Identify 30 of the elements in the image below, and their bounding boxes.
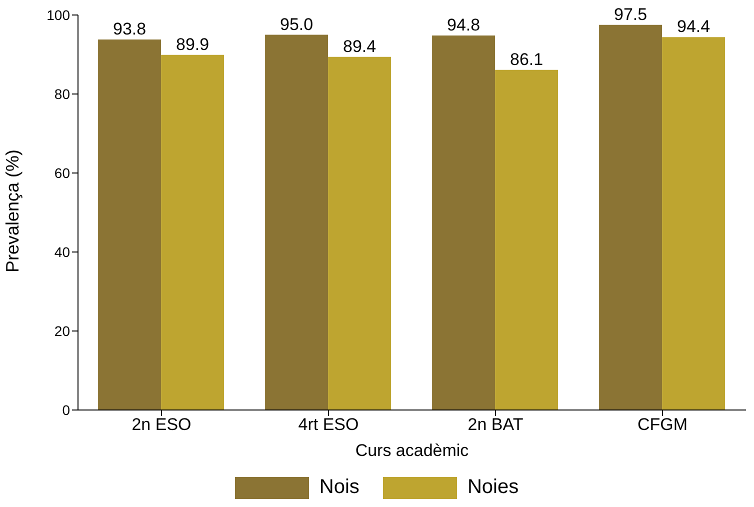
data-label: 94.4 <box>676 17 710 36</box>
data-label: 93.8 <box>112 19 146 38</box>
bar <box>161 54 224 410</box>
x-tick-label: 2n ESO <box>132 415 192 434</box>
x-tick-label: 4rt ESO <box>298 415 359 434</box>
data-label: 94.8 <box>446 16 480 35</box>
bar <box>599 24 662 410</box>
bar <box>265 34 328 410</box>
data-label: 89.4 <box>342 36 376 56</box>
x-tick-label: 2n BAT <box>468 415 524 434</box>
legend-label: Noies <box>466 476 519 499</box>
bar <box>432 36 496 410</box>
y-axis-title: Prevalença (%) <box>2 149 22 272</box>
y-tick-label: 100 <box>46 6 70 23</box>
y-tick-label: 0 <box>62 402 70 418</box>
y-tick-label: 60 <box>54 164 70 181</box>
y-tick-label: 80 <box>54 86 70 102</box>
y-tick-label: 20 <box>54 322 70 339</box>
x-axis-title: Curs acadèmic <box>355 441 470 460</box>
y-tick-label: 40 <box>54 244 70 260</box>
bar <box>328 56 392 410</box>
data-label: 89.9 <box>176 34 210 54</box>
bar <box>662 37 726 410</box>
x-tick-label: CFGM <box>637 415 688 434</box>
bar <box>98 39 162 410</box>
bar <box>495 70 558 410</box>
data-label: 95.0 <box>280 14 314 34</box>
data-label: 86.1 <box>510 50 544 69</box>
legend-label: Nois <box>318 476 360 499</box>
data-label: 97.5 <box>614 4 648 24</box>
